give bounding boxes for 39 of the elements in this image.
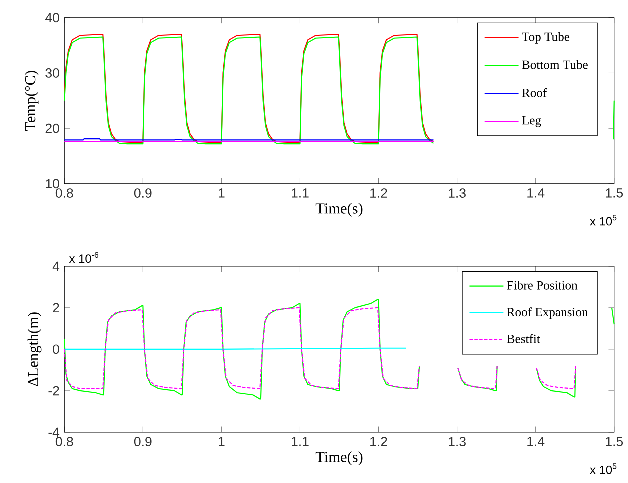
y-tick-label: 0 bbox=[53, 344, 60, 354]
text: x 10$^{-6}$ bbox=[69, 252, 99, 264]
x-tick-label: 1.4 bbox=[528, 188, 545, 198]
x-tick-label: 1.2 bbox=[370, 437, 388, 446]
y-tick-label: 20 bbox=[46, 124, 60, 134]
legend-label: Top Tube bbox=[522, 32, 570, 44]
x-tick-label: 1.3 bbox=[449, 188, 466, 198]
x-tick-label: 1 bbox=[219, 437, 225, 446]
x-tick-label: 1.1 bbox=[292, 437, 309, 446]
x-tick-label: 0.8 bbox=[56, 437, 74, 446]
y-tick-label: 10 bbox=[46, 179, 60, 189]
legend-label: Fibre Position bbox=[507, 280, 578, 290]
x-tick-label: 1.4 bbox=[528, 437, 545, 446]
legend-label: Bestfit bbox=[507, 334, 540, 344]
x-tick-label: 1.5 bbox=[606, 437, 624, 446]
y-tick-label: 40 bbox=[46, 13, 60, 23]
x-tick-label: 1.3 bbox=[449, 437, 466, 446]
y-tick-label: 30 bbox=[46, 68, 60, 78]
legend-label: Roof bbox=[522, 88, 548, 98]
x-tick-label: 1.1 bbox=[292, 188, 309, 198]
x-tick-label: 1.2 bbox=[370, 188, 388, 198]
x-tick-label: 0.9 bbox=[134, 437, 152, 446]
legend-label: Leg bbox=[522, 116, 542, 128]
y-tick-label: -4 bbox=[48, 428, 60, 437]
x-axis-title: Time(s) bbox=[316, 203, 363, 217]
x-tick-label: 1.5 bbox=[606, 188, 624, 198]
x-tick-label: 1 bbox=[219, 188, 225, 198]
text: x 10$^{5}$ bbox=[590, 464, 617, 474]
x-tick-label: 0.9 bbox=[134, 188, 152, 198]
y-tick-label: 2 bbox=[53, 303, 60, 312]
x-tick-label: 0.8 bbox=[56, 188, 74, 198]
legend-label: Bottom Tube bbox=[522, 60, 588, 70]
x-axis-title: Time(s) bbox=[316, 452, 363, 466]
y-axis-title: ΔLength(m) bbox=[28, 312, 42, 386]
text: x 10$^{5}$ bbox=[590, 215, 617, 226]
y-tick-label: 4 bbox=[52, 262, 60, 271]
y-tick-label: -2 bbox=[48, 386, 60, 396]
legend-label: Roof Expansion bbox=[507, 308, 588, 320]
y-axis-title: Temp(°C) bbox=[24, 71, 39, 132]
